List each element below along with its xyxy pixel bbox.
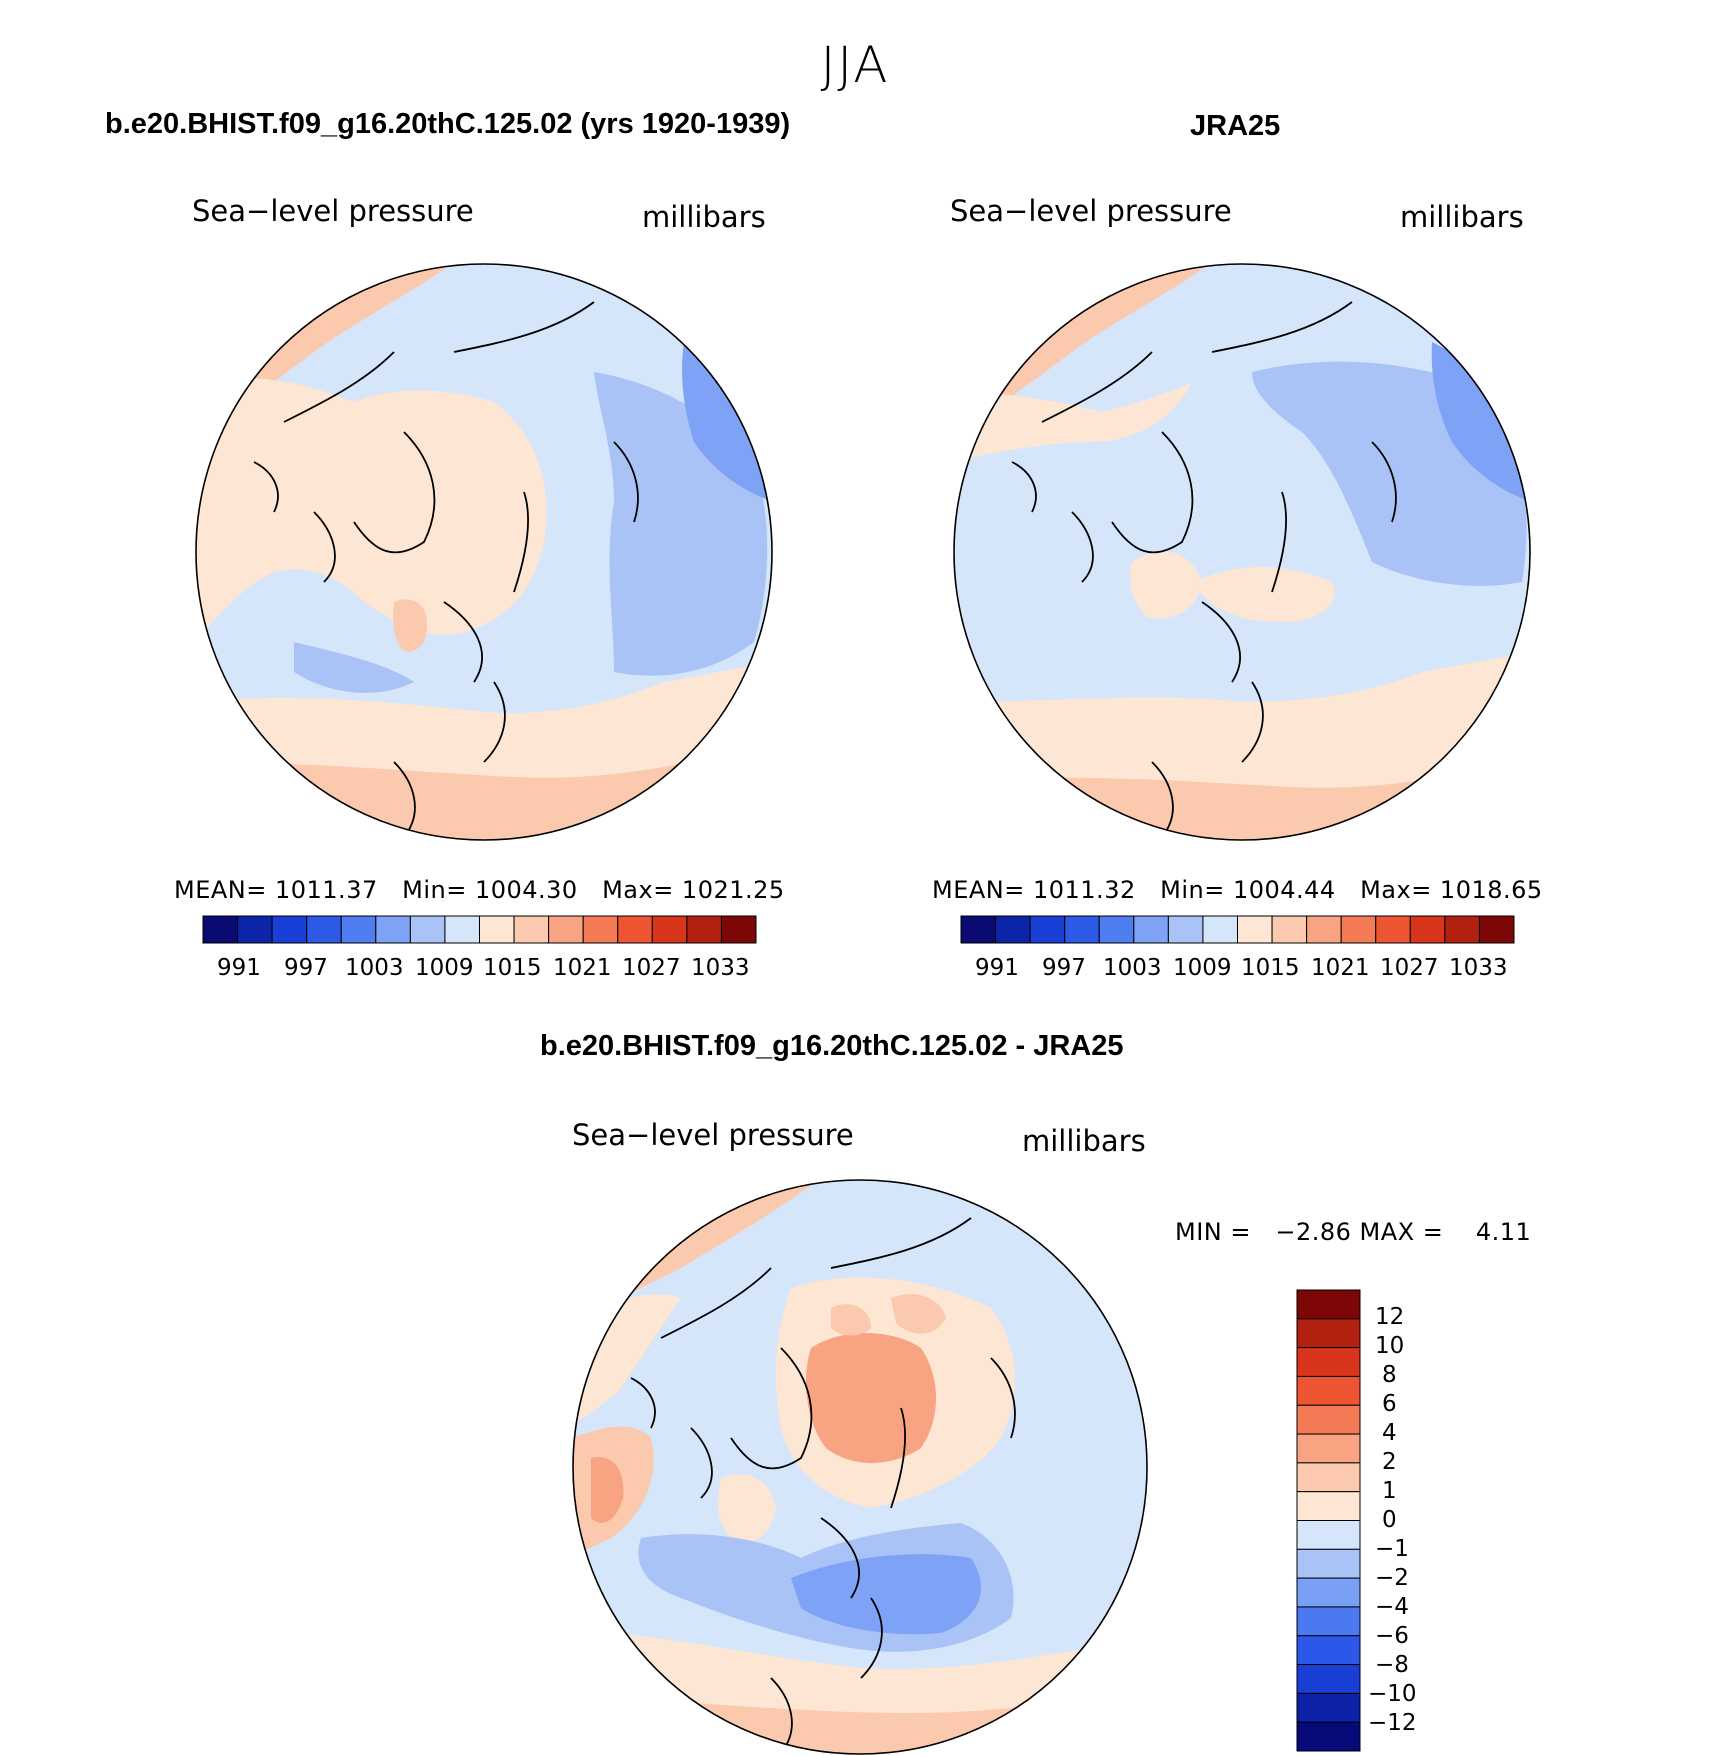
colorbar-swatch — [375, 915, 411, 944]
panel2-colorbar — [960, 915, 1515, 944]
colorbar-swatch — [479, 915, 515, 944]
panel1-tick: 991 — [217, 955, 261, 981]
colorbar-swatch — [340, 915, 377, 944]
panel2-tick: 997 — [1042, 955, 1086, 981]
colorbar-swatch — [1296, 1692, 1361, 1723]
colorbar-swatch — [1029, 915, 1066, 944]
colorbar-swatch — [1375, 915, 1411, 944]
colorbar-swatch — [409, 915, 446, 944]
panel1-tick: 997 — [284, 955, 328, 981]
panel3-tick: 12 — [1375, 1304, 1405, 1330]
panel2-tick: 1033 — [1449, 955, 1508, 981]
panel3-tick: −8 — [1375, 1652, 1409, 1678]
colorbar-swatch — [1296, 1635, 1361, 1666]
panel2-polar-map — [953, 263, 1531, 841]
panel3-title: b.e20.BHIST.f09_g16.20thC.125.02 - JRA25 — [540, 1030, 1124, 1062]
panel3-tick: 4 — [1382, 1420, 1397, 1446]
colorbar-swatch — [1296, 1433, 1361, 1464]
colorbar-swatch — [1478, 915, 1515, 944]
colorbar-swatch — [995, 915, 1031, 944]
panel1-tick: 1033 — [691, 955, 750, 981]
colorbar-swatch — [1296, 1318, 1361, 1349]
panel2-tick: 1009 — [1173, 955, 1232, 981]
colorbar-swatch — [1444, 915, 1480, 944]
panel3-tick: −1 — [1375, 1536, 1409, 1562]
panel1-variable-label: Sea−level pressure — [192, 194, 474, 228]
colorbar-swatch — [1296, 1404, 1361, 1435]
colorbar-swatch — [1133, 915, 1169, 944]
panel2-tick: 991 — [975, 955, 1019, 981]
season-title: JJA — [820, 36, 890, 94]
colorbar-swatch — [617, 915, 653, 944]
panel1-tick: 1027 — [622, 955, 681, 981]
colorbar-swatch — [686, 915, 722, 944]
colorbar-swatch — [651, 915, 688, 944]
panel3-stats: MIN = −2.86 MAX = 4.11 — [1175, 1218, 1532, 1246]
panel3-tick: 6 — [1382, 1391, 1397, 1417]
colorbar-swatch — [444, 915, 480, 944]
colorbar-swatch — [1296, 1462, 1361, 1493]
colorbar-swatch — [582, 915, 619, 944]
panel3-tick: 1 — [1382, 1478, 1397, 1504]
panel1-tick: 1009 — [415, 955, 474, 981]
colorbar-swatch — [202, 915, 239, 944]
colorbar-swatch — [1296, 1347, 1361, 1377]
colorbar-swatch — [1296, 1491, 1361, 1521]
colorbar-swatch — [1202, 915, 1238, 944]
colorbar-swatch — [1296, 1289, 1361, 1320]
colorbar-swatch — [237, 915, 273, 944]
panel2-title: JRA25 — [1190, 110, 1281, 142]
colorbar-swatch — [1296, 1664, 1361, 1694]
panel3-tick: −6 — [1375, 1623, 1409, 1649]
colorbar-swatch — [960, 915, 997, 944]
colorbar-swatch — [1167, 915, 1204, 944]
colorbar-swatch — [1296, 1520, 1361, 1550]
panel2-tick: 1015 — [1241, 955, 1300, 981]
colorbar-swatch — [548, 915, 584, 944]
colorbar-swatch — [1296, 1548, 1361, 1579]
panel3-tick: 8 — [1382, 1362, 1397, 1388]
colorbar-swatch — [1409, 915, 1446, 944]
panel2-variable-label: Sea−level pressure — [950, 194, 1232, 228]
colorbar-swatch — [1296, 1606, 1361, 1637]
panel2-tick: 1021 — [1311, 955, 1370, 981]
panel3-polar-map — [572, 1179, 1148, 1755]
colorbar-swatch — [306, 915, 342, 944]
panel2-tick: 1003 — [1103, 955, 1162, 981]
panel3-units-label: millibars — [1022, 1124, 1146, 1158]
panel3-tick: −2 — [1375, 1565, 1409, 1591]
colorbar-swatch — [1237, 915, 1273, 944]
panel3-tick: 2 — [1382, 1449, 1397, 1475]
panel3-tick: −10 — [1368, 1681, 1417, 1707]
panel1-tick: 1021 — [553, 955, 612, 981]
panel1-tick: 1015 — [483, 955, 542, 981]
panel1-polar-map — [195, 263, 773, 841]
colorbar-swatch — [513, 915, 550, 944]
panel1-units-label: millibars — [642, 200, 766, 234]
colorbar-swatch — [271, 915, 308, 944]
colorbar-swatch — [1306, 915, 1342, 944]
panel3-variable-label: Sea−level pressure — [572, 1118, 854, 1152]
panel2-units-label: millibars — [1400, 200, 1524, 234]
panel3-colorbar — [1296, 1289, 1361, 1752]
colorbar-swatch — [1271, 915, 1308, 944]
colorbar-swatch — [1098, 915, 1135, 944]
panel3-tick: −4 — [1375, 1594, 1409, 1620]
colorbar-swatch — [1064, 915, 1100, 944]
colorbar-swatch — [1296, 1721, 1361, 1752]
panel1-colorbar — [202, 915, 757, 944]
colorbar-swatch — [1340, 915, 1377, 944]
colorbar-swatch — [720, 915, 757, 944]
panel1-tick: 1003 — [345, 955, 404, 981]
panel2-stats: MEAN= 1011.32 Min= 1004.44 Max= 1018.65 — [932, 876, 1543, 904]
panel1-stats: MEAN= 1011.37 Min= 1004.30 Max= 1021.25 — [174, 876, 785, 904]
panel3-tick: −12 — [1368, 1710, 1417, 1736]
colorbar-swatch — [1296, 1577, 1361, 1608]
panel3-tick: 0 — [1382, 1507, 1397, 1533]
panel3-tick: 10 — [1375, 1333, 1405, 1359]
colorbar-swatch — [1296, 1375, 1361, 1406]
panel2-tick: 1027 — [1380, 955, 1439, 981]
panel1-title: b.e20.BHIST.f09_g16.20thC.125.02 (yrs 19… — [105, 108, 791, 140]
